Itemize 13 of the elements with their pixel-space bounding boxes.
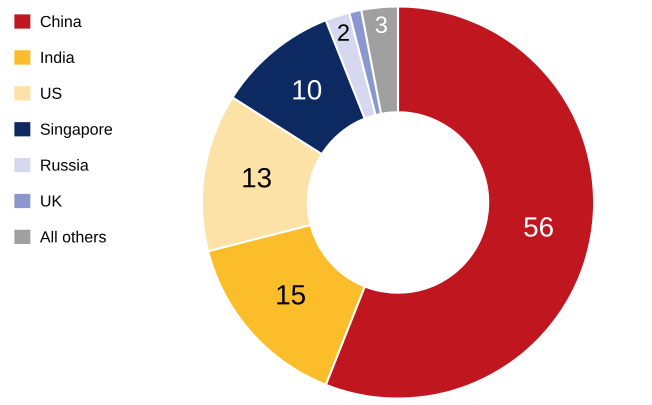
data-label: 3: [376, 16, 387, 34]
data-label: 2: [338, 24, 349, 41]
data-label: 15: [277, 285, 305, 305]
legend-label: Singapore: [40, 123, 112, 138]
legend-label: China: [40, 15, 82, 28]
data-label: 56: [524, 217, 553, 237]
legend-label: Russia: [41, 159, 89, 171]
legend-label: All others: [40, 230, 106, 243]
legend-label: India: [41, 51, 75, 64]
legend-label: US: [41, 88, 62, 99]
legend-label: UK: [41, 195, 62, 207]
data-label: 13: [243, 168, 271, 188]
data-label: 10: [293, 80, 322, 100]
